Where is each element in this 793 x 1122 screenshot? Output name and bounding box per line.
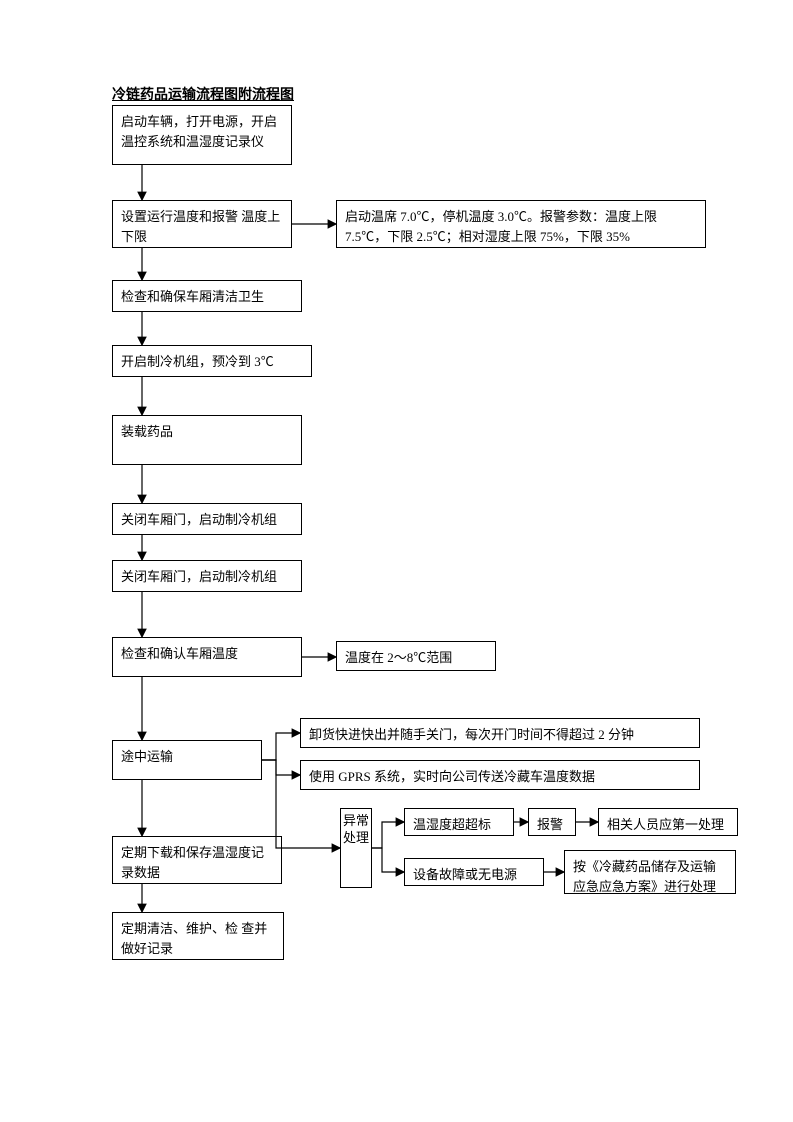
- node-n2: 设置运行温度和报警 温度上下限: [112, 200, 292, 248]
- node-ex2: 设备故障或无电源: [404, 858, 544, 886]
- node-n9r1: 卸货快进快出并随手关门，每次开门时间不得超过 2 分钟: [300, 718, 700, 748]
- node-n1: 启动车辆，打开电源，开启温控系统和温湿度记录仪: [112, 105, 292, 165]
- node-n6: 关闭车厢门，启动制冷机组: [112, 503, 302, 535]
- node-n9r2: 使用 GPRS 系统，实时向公司传送冷藏车温度数据: [300, 760, 700, 790]
- page-title: 冷链药品运输流程图附流程图: [112, 84, 412, 104]
- node-n8r: 温度在 2～8℃范围: [336, 641, 496, 671]
- node-n8: 检查和确认车厢温度: [112, 637, 302, 677]
- node-n3: 检查和确保车厢清洁卫生: [112, 280, 302, 312]
- node-n7: 关闭车厢门，启动制冷机组: [112, 560, 302, 592]
- node-n4: 开启制冷机组，预冷到 3℃: [112, 345, 312, 377]
- flowchart-page: 冷链药品运输流程图附流程图 启动车辆，打开电源，开启温控系统和温湿度记录仪设置运…: [0, 0, 793, 1122]
- node-n2r: 启动温席 7.0℃，停机温度 3.0℃。报警参数：温度上限 7.5℃，下限 2.…: [336, 200, 706, 248]
- node-ex: 异常处理: [340, 808, 372, 888]
- node-n5: 装载药品: [112, 415, 302, 465]
- node-ex1b: 相关人员应第一处理: [598, 808, 738, 836]
- node-n9: 途中运输: [112, 740, 262, 780]
- node-ex1: 温湿度超超标: [404, 808, 514, 836]
- node-n10: 定期下载和保存温湿度记录数据: [112, 836, 282, 884]
- node-ex2b: 按《冷藏药品储存及运输应急应急方案》进行处理: [564, 850, 736, 894]
- node-n11: 定期清洁、维护、检 查并做好记录: [112, 912, 284, 960]
- node-ex1a: 报警: [528, 808, 576, 836]
